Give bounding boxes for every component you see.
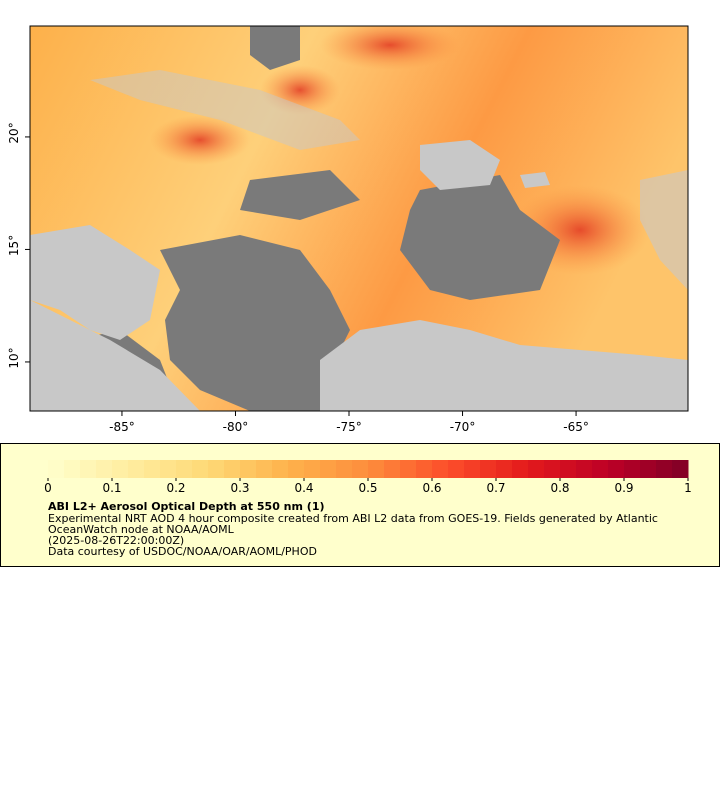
colorbar-step [192,460,209,478]
colorbar-step [624,460,641,478]
colorbar-step [64,460,81,478]
colorbar-tick-label: 0.6 [422,481,441,495]
map-frame [29,25,689,412]
colorbar-step [208,460,225,478]
colorbar-tick-label: 0.2 [166,481,185,495]
x-tick-label: -65° [563,420,589,434]
colorbar-step [640,460,657,478]
colorbar-step [400,460,417,478]
colorbar-step [272,460,289,478]
colorbar-step [112,460,129,478]
legend-line: OceanWatch node at NOAA/AOML [48,523,235,536]
colorbar-tick-label: 0 [44,481,52,495]
colorbar-step [656,460,673,478]
colorbar-step [304,460,321,478]
colorbar-step [128,460,145,478]
legend-line: (2025-08-26T22:00:00Z) [48,534,184,547]
colorbar-step [144,460,161,478]
colorbar-step [432,460,449,478]
legend-line: Experimental NRT AOD 4 hour composite cr… [48,512,658,525]
legend-title: ABI L2+ Aerosol Optical Depth at 550 nm … [48,500,325,513]
x-tick-label: -85° [109,420,135,434]
colorbar-step [368,460,385,478]
y-tick-label: 15° [7,235,21,256]
colorbar-step [256,460,273,478]
colorbar-tick-label: 0.8 [550,481,569,495]
colorbar-step [480,460,497,478]
colorbar-tick-label: 0.1 [102,481,121,495]
colorbar-tick-label: 0.5 [358,481,377,495]
colorbar-step [608,460,625,478]
colorbar-tick-label: 0.9 [614,481,633,495]
colorbar-tick-label: 0.4 [294,481,313,495]
colorbar-step [672,460,689,478]
colorbar-step [560,460,577,478]
colorbar-step [336,460,353,478]
y-tick-label: 20° [7,122,21,143]
x-tick-label: -75° [336,420,362,434]
colorbar-step [288,460,305,478]
colorbar-step [592,460,609,478]
colorbar-step [448,460,465,478]
colorbar-step [320,460,337,478]
colorbar-step [240,460,257,478]
x-tick-label: -80° [223,420,249,434]
colorbar-tick-label: 0.7 [486,481,505,495]
colorbar-step [416,460,433,478]
colorbar-step [224,460,241,478]
colorbar-step [496,460,513,478]
colorbar-tick-label: 0.3 [230,481,249,495]
colorbar-step [512,460,529,478]
colorbar-step [48,460,65,478]
colorbar-step [576,460,593,478]
colorbar-step [96,460,113,478]
legend-line: Data courtesy of USDOC/NOAA/OAR/AOML/PHO… [48,545,317,558]
x-tick-label: -70° [450,420,476,434]
map-image [30,26,688,411]
colorbar-step [80,460,97,478]
colorbar-step [384,460,401,478]
colorbar-step [464,460,481,478]
colorbar-step [160,460,177,478]
colorbar-step [528,460,545,478]
colorbar-step [176,460,193,478]
colorbar-step [544,460,561,478]
y-tick-label: 10° [7,347,21,368]
colorbar-tick-label: 1 [684,481,692,495]
colorbar-step [352,460,369,478]
